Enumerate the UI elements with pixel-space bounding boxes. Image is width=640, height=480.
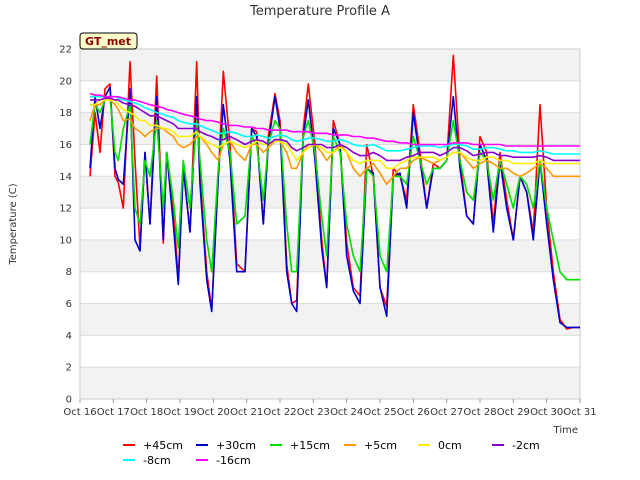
x-tick-label: Oct 19 — [163, 407, 196, 418]
y-tick-label: 2 — [66, 363, 72, 374]
badge-box — [79, 32, 138, 50]
y-tick-label: 4 — [66, 331, 72, 342]
legend-label: -16cm — [216, 454, 251, 467]
plot-band — [80, 303, 580, 336]
x-tick-label: Oct 18 — [130, 407, 163, 418]
x-tick-label: Oct 27 — [430, 407, 463, 418]
y-axis-label: Temperature (C) — [8, 183, 19, 265]
x-tick-label: Oct 28 — [463, 407, 496, 418]
y-tick-label: 20 — [59, 76, 72, 87]
y-tick-label: 6 — [66, 299, 72, 310]
x-tick-label: Oct 20 — [197, 407, 230, 418]
x-tick-label: Oct 22 — [263, 407, 296, 418]
y-tick-label: 16 — [59, 140, 72, 151]
legend-label: 0cm — [438, 439, 462, 452]
x-tick-label: Oct 21 — [230, 407, 263, 418]
y-tick-label: 12 — [59, 204, 72, 215]
x-tick-label: Oct 24 — [330, 407, 363, 418]
x-tick-label: Oct 29 — [497, 407, 530, 418]
plot-border — [79, 48, 581, 400]
x-tick-label: Oct 23 — [297, 407, 330, 418]
series-line--2cm — [90, 97, 580, 162]
x-axis-label: Time — [553, 425, 578, 436]
badge: GT_met — [79, 32, 138, 50]
y-tick-label: 18 — [59, 108, 72, 119]
series-line-+15cm — [89, 95, 580, 281]
x-tick-label: Oct 17 — [97, 407, 130, 418]
y-tick-label: 8 — [66, 267, 72, 278]
legend-label: -8cm — [143, 454, 171, 467]
x-tick-label: Oct 25 — [363, 407, 396, 418]
series-layer — [89, 54, 580, 330]
legend-label: -2cm — [512, 439, 540, 452]
plot-band — [80, 49, 580, 81]
legend-label: +15cm — [290, 439, 330, 452]
x-tick-label: Oct 26 — [397, 407, 430, 418]
legend-label: +30cm — [216, 439, 256, 452]
legend-label: +45cm — [143, 439, 183, 452]
plot-band — [80, 367, 580, 399]
x-tick-label: Oct 16 — [63, 407, 96, 418]
badge-label: GT_met — [85, 35, 131, 48]
y-tick-label: 0 — [66, 395, 72, 406]
x-tick-label: Oct 31 — [563, 407, 596, 418]
y-tick-label: 10 — [59, 235, 72, 246]
legend-label: +5cm — [364, 439, 397, 452]
x-tick-label: Oct 30 — [530, 407, 563, 418]
plot-band — [80, 239, 580, 272]
y-tick-labels: 0 2 4 6 8 10 12 14 16 18 20 22 — [59, 45, 72, 406]
series-line--8cm — [90, 95, 580, 155]
y-tick-label: 14 — [59, 172, 72, 183]
y-tick-label: 22 — [59, 45, 72, 56]
x-tick-labels: Oct 16 Oct 17 Oct 18 Oct 19 Oct 20 Oct 21 Oct … — [63, 399, 597, 418]
series-line--16cm — [89, 92, 580, 147]
legend: +45cm +30cm +15cm +5cm 0cm -2cm -8cm -16cm — [123, 439, 540, 467]
chart-title: Temperature Profile A — [249, 4, 390, 19]
